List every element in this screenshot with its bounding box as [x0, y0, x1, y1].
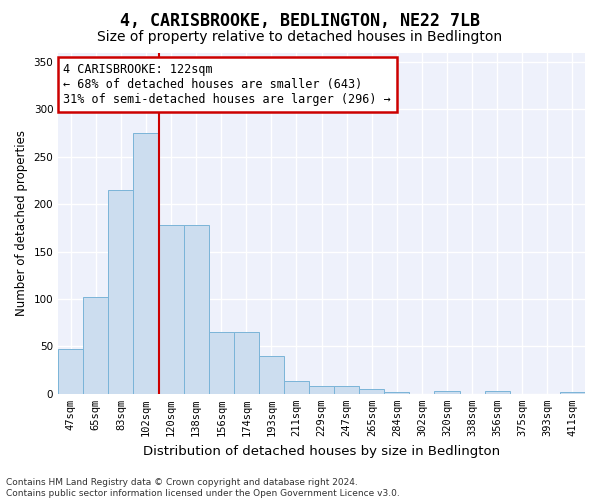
- Bar: [133, 133, 158, 394]
- Text: Contains HM Land Registry data © Crown copyright and database right 2024.
Contai: Contains HM Land Registry data © Crown c…: [6, 478, 400, 498]
- Bar: [334, 386, 359, 394]
- Bar: [109, 190, 133, 394]
- Bar: [385, 392, 409, 394]
- Bar: [359, 389, 385, 394]
- Bar: [309, 386, 334, 394]
- Bar: [259, 356, 284, 394]
- Text: Size of property relative to detached houses in Bedlington: Size of property relative to detached ho…: [97, 30, 503, 44]
- Bar: [234, 332, 259, 394]
- X-axis label: Distribution of detached houses by size in Bedlington: Distribution of detached houses by size …: [143, 444, 500, 458]
- Bar: [184, 225, 209, 394]
- Bar: [434, 391, 460, 394]
- Text: 4, CARISBROOKE, BEDLINGTON, NE22 7LB: 4, CARISBROOKE, BEDLINGTON, NE22 7LB: [120, 12, 480, 30]
- Bar: [209, 332, 234, 394]
- Bar: [158, 225, 184, 394]
- Bar: [284, 382, 309, 394]
- Bar: [83, 297, 109, 394]
- Bar: [560, 392, 585, 394]
- Y-axis label: Number of detached properties: Number of detached properties: [15, 130, 28, 316]
- Bar: [485, 391, 510, 394]
- Bar: [58, 349, 83, 394]
- Text: 4 CARISBROOKE: 122sqm
← 68% of detached houses are smaller (643)
31% of semi-det: 4 CARISBROOKE: 122sqm ← 68% of detached …: [64, 62, 391, 106]
